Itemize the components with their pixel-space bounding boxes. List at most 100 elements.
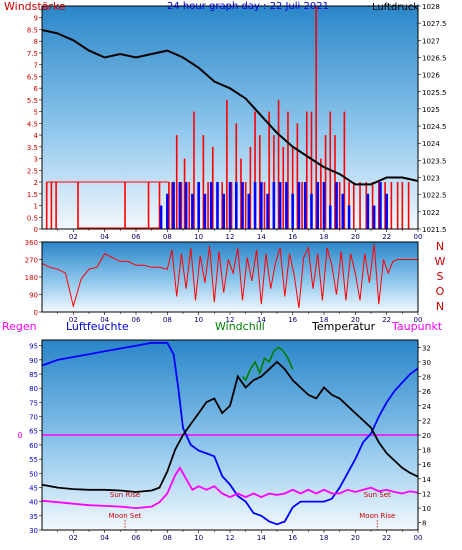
panel-2-x-tick-label: 22 xyxy=(382,316,391,324)
panel-2-x-tick-label: 08 xyxy=(163,316,172,324)
temperature-tick-label: 26 xyxy=(422,388,431,396)
pressure-tick-label: 1024.5 xyxy=(422,123,447,131)
humidity-tick-label: 80 xyxy=(29,385,38,393)
panel-3-x-tick-label: 08 xyxy=(163,534,172,542)
humidity-tick-label: 95 xyxy=(29,343,38,351)
temperature-tick-label: 16 xyxy=(422,461,431,469)
panel-3-x-tick-label: 10 xyxy=(194,534,203,542)
pressure-tick-label: 1025 xyxy=(422,106,440,114)
wind-speed-tick-label: 7.5 xyxy=(27,50,38,58)
chart-title: 24 hour graph day : 22 Juli 2021 xyxy=(167,1,329,12)
panel-2-x-tick-label: 10 xyxy=(194,316,203,324)
panel-3-x-tick-label: 06 xyxy=(132,534,141,542)
panel-1-x-tick-label: 18 xyxy=(320,233,329,241)
legend-luftfeuchte: Luftfeuchte xyxy=(66,320,129,333)
wind-speed-tick-label: 0.5 xyxy=(27,214,38,222)
wind-speed-tick-label: 6.5 xyxy=(27,73,38,81)
panel-3-x-tick-label: 12 xyxy=(226,534,235,542)
panel-1-x-tick-label: 10 xyxy=(194,233,203,241)
humidity-tick-label: 30 xyxy=(29,527,38,535)
wind-speed-tick-label: 4.5 xyxy=(27,120,38,128)
panel-2-x-tick-label: 02 xyxy=(69,316,78,324)
panel-2-x-tick-label: 04 xyxy=(100,316,109,324)
compass-label-n: N xyxy=(436,240,444,253)
pressure-tick-label: 1026 xyxy=(422,72,440,80)
pressure-line xyxy=(41,29,419,186)
humidity-tick-label: 55 xyxy=(29,456,38,464)
direction-tick-label: 90 xyxy=(29,292,38,300)
panel-1-x-tick-label: 16 xyxy=(288,233,297,241)
pressure-tick-label: 1022 xyxy=(422,209,440,217)
pressure-tick-label: 1026.5 xyxy=(422,54,447,62)
wind-speed-tick-label: 1.5 xyxy=(27,191,38,199)
annotation-moon-set: Moon Set xyxy=(109,512,142,520)
panel-3-x-tick-label: 18 xyxy=(320,534,329,542)
wind-speed-tick-label: 2.5 xyxy=(27,167,38,175)
panel-1-x-tick-label: 04 xyxy=(100,233,109,241)
panel-2-x-tick-label: 06 xyxy=(132,316,141,324)
direction-tick-label: 180 xyxy=(25,274,38,282)
humidity-tick-label: 70 xyxy=(29,414,38,422)
panel-3-x-tick-label: 16 xyxy=(288,534,297,542)
panel-2-x-tick-label: 18 xyxy=(320,316,329,324)
annotation-sun-rise: Sun Rise xyxy=(110,491,140,499)
temperature-tick-label: 28 xyxy=(422,374,431,382)
panel-1-x-tick-label: 14 xyxy=(257,233,266,241)
wind-speed-tick-label: 5.5 xyxy=(27,97,38,105)
panel-2-x-tick-label: 20 xyxy=(351,316,360,324)
annotation-moon-rise: Moon Rise xyxy=(359,512,395,520)
panel-1-x-tick-label: 12 xyxy=(226,233,235,241)
compass-label-o: O xyxy=(436,285,445,298)
wind-direction-line xyxy=(41,243,418,309)
wind-speed-tick-label: 8.5 xyxy=(27,26,38,34)
annotation-sun-set: Sun Set xyxy=(364,491,391,499)
pressure-tick-label: 1023 xyxy=(422,175,440,183)
humidity-tick-label: 60 xyxy=(29,442,38,450)
temperature-tick-label: 22 xyxy=(422,417,431,425)
direction-tick-label: 0 xyxy=(34,309,38,317)
panel-3-x-tick-label: 02 xyxy=(69,534,78,542)
panel-2-frame xyxy=(41,241,419,313)
humidity-tick-label: 85 xyxy=(29,371,38,379)
wind-speed-tick-label: 9 xyxy=(34,15,38,23)
pressure-tick-label: 1027.5 xyxy=(422,20,447,28)
panel-2-x-tick-label: 12 xyxy=(226,316,235,324)
pressure-tick-label: 1028 xyxy=(422,3,440,11)
temperature-tick-label: 14 xyxy=(422,476,431,484)
wind-speed-tick-label: 6 xyxy=(34,85,39,93)
temperature-tick-label: 18 xyxy=(422,447,431,455)
panel-2-x-tick-label: 00 xyxy=(414,316,423,324)
panel-3-frame xyxy=(41,339,419,531)
left-axis-label-regen: Regen xyxy=(2,320,37,333)
panel-1-x-tick-label: 22 xyxy=(382,233,391,241)
panel-2-x-tick-label: 14 xyxy=(257,316,266,324)
panel-1-x-tick-label: 08 xyxy=(163,233,172,241)
pressure-tick-label: 1027 xyxy=(422,37,440,45)
humidity-tick-label: 65 xyxy=(29,428,38,436)
wind-speed-tick-label: 1 xyxy=(34,203,38,211)
wind-speed-tick-label: 2 xyxy=(34,179,38,187)
pressure-tick-label: 1024 xyxy=(422,140,440,148)
panel-2-plot-area xyxy=(42,242,418,312)
dewpoint-line xyxy=(41,466,419,510)
panel-1-x-tick-label: 02 xyxy=(69,233,78,241)
panel-3-x-tick-label: 04 xyxy=(100,534,109,542)
wind-speed-tick-label: 5 xyxy=(34,109,38,117)
temperature-tick-label: 12 xyxy=(422,490,431,498)
humidity-tick-label: 75 xyxy=(29,399,38,407)
legend-taupunkt: Taupunkt xyxy=(391,320,443,333)
panel-1-x-tick-label: 20 xyxy=(351,233,360,241)
temperature-line xyxy=(41,360,419,493)
wind-speed-tick-label: 0 xyxy=(34,226,38,234)
right-axis-label-luftdruck: Luftdruck xyxy=(372,2,419,13)
panel-1-x-tick-label: 00 xyxy=(414,233,423,241)
pressure-tick-label: 1021.5 xyxy=(422,226,447,234)
temperature-tick-label: 20 xyxy=(422,432,431,440)
panel-3-x-tick-label: 22 xyxy=(382,534,391,542)
humidity-tick-label: 90 xyxy=(29,357,38,365)
humidity-tick-label: 45 xyxy=(29,484,38,492)
direction-tick-label: 360 xyxy=(25,239,38,247)
panel-3-x-tick-label: 14 xyxy=(257,534,266,542)
